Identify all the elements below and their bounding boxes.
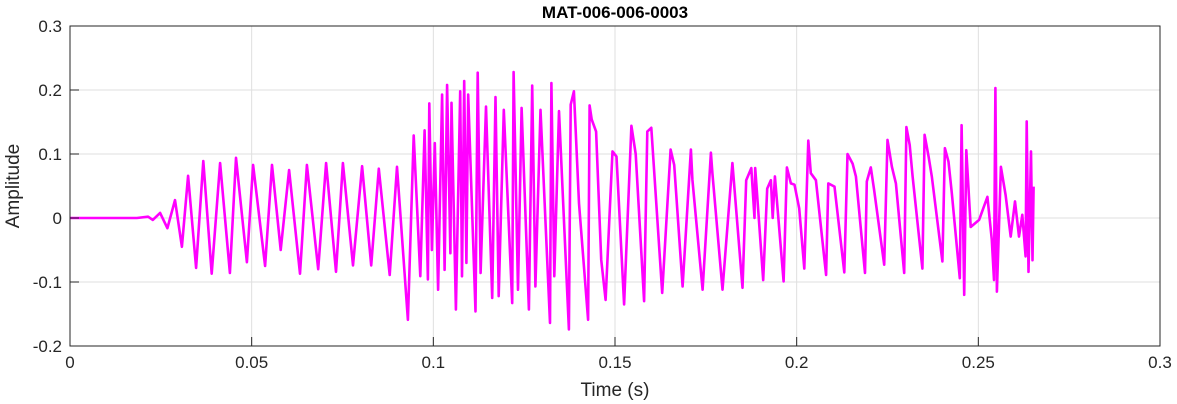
x-tick-label: 0.1 <box>422 353 446 372</box>
plot-area <box>70 70 1035 331</box>
y-tick-label: 0 <box>53 209 62 228</box>
x-tick-label: 0.3 <box>1148 353 1172 372</box>
x-tick-label: 0.2 <box>785 353 809 372</box>
y-axis-label: Amplitude <box>3 144 24 229</box>
y-tick-label: 0.2 <box>38 81 62 100</box>
x-axis-label: Time (s) <box>581 380 650 401</box>
x-tick-label: 0 <box>65 353 74 372</box>
ticks: 0 0.05 0.1 0.15 0.2 0.25 0.3 -0.2 -0.1 0 0.1 0.2 0.3 <box>33 17 1172 372</box>
y-tick-label: 0.3 <box>38 17 62 36</box>
x-tick-label: 0.25 <box>962 353 995 372</box>
x-tick-label: 0.15 <box>598 353 631 372</box>
waveform-line <box>70 70 1035 331</box>
chart-title: MAT-006-006-0003 <box>542 3 688 22</box>
y-tick-label: 0.1 <box>38 145 62 164</box>
x-tick-label: 0.05 <box>235 353 268 372</box>
y-tick-label: -0.2 <box>33 337 62 356</box>
y-tick-label: -0.1 <box>33 273 62 292</box>
